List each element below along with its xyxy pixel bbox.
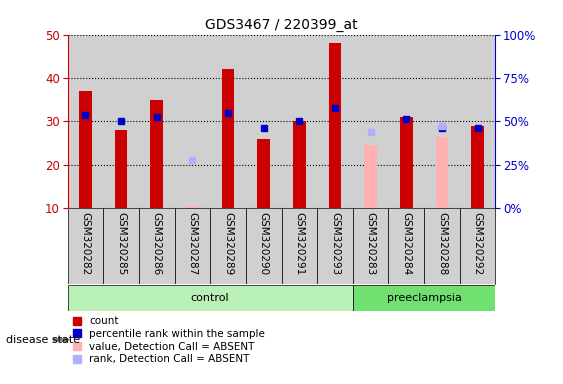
Text: GSM320287: GSM320287 [187,212,198,275]
Bar [222,69,234,208]
FancyBboxPatch shape [175,208,210,284]
Legend: count, percentile rank within the sample, value, Detection Call = ABSENT, rank, : count, percentile rank within the sample… [73,316,265,364]
Text: preeclampsia: preeclampsia [387,293,462,303]
FancyBboxPatch shape [424,208,460,284]
FancyBboxPatch shape [388,208,424,284]
Bar [79,91,92,208]
Bar [364,145,377,208]
Text: GSM320282: GSM320282 [81,212,91,275]
Text: disease state: disease state [6,335,80,345]
Bar [246,35,282,208]
Bar [115,130,127,208]
Bar [424,35,460,208]
Text: GSM320290: GSM320290 [258,212,269,275]
Text: GSM320286: GSM320286 [151,212,162,275]
Text: GSM320292: GSM320292 [472,212,482,275]
Text: GSM320284: GSM320284 [401,212,412,275]
FancyBboxPatch shape [282,208,317,284]
FancyBboxPatch shape [460,208,495,284]
FancyBboxPatch shape [353,285,495,311]
Bar [175,35,210,208]
Text: GSM320285: GSM320285 [116,212,126,275]
Bar [186,206,199,208]
Text: GSM320291: GSM320291 [294,212,305,275]
Bar [317,35,353,208]
Bar [103,35,139,208]
Text: GSM320288: GSM320288 [437,212,447,275]
FancyBboxPatch shape [68,208,103,284]
FancyBboxPatch shape [353,208,388,284]
Text: GSM320293: GSM320293 [330,212,340,275]
Bar [257,139,270,208]
FancyBboxPatch shape [246,208,282,284]
Bar [353,35,388,208]
FancyBboxPatch shape [210,208,246,284]
Bar [436,137,448,208]
Bar [329,43,341,208]
Bar [210,35,246,208]
Bar [139,35,175,208]
Title: GDS3467 / 220399_at: GDS3467 / 220399_at [205,18,358,32]
FancyBboxPatch shape [317,208,353,284]
Text: GSM320283: GSM320283 [365,212,376,275]
FancyBboxPatch shape [139,208,175,284]
Bar [400,117,413,208]
Bar [388,35,424,208]
Text: GSM320289: GSM320289 [223,212,233,275]
Bar [68,35,103,208]
Text: control: control [191,293,230,303]
Bar [150,100,163,208]
FancyBboxPatch shape [68,285,353,311]
Bar [293,121,306,208]
FancyBboxPatch shape [103,208,139,284]
Bar [460,35,495,208]
Bar [471,126,484,208]
Bar [282,35,317,208]
